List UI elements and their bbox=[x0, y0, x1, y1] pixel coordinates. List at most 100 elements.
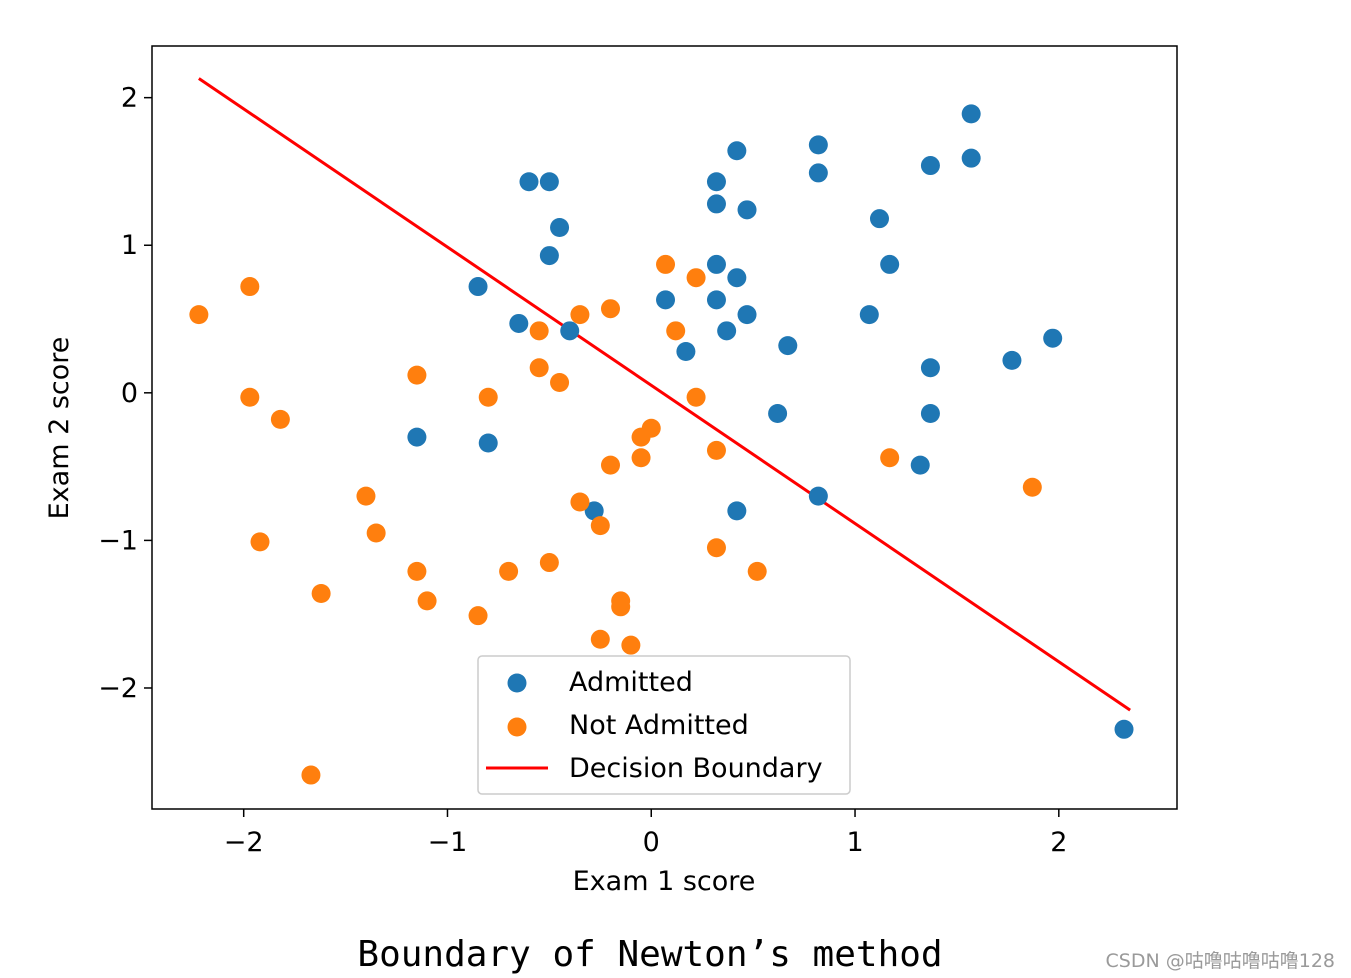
not-admitted-point bbox=[417, 591, 437, 611]
admitted-point bbox=[737, 200, 757, 220]
admitted-point bbox=[1114, 719, 1134, 739]
admitted-point bbox=[584, 501, 604, 521]
admitted-point bbox=[550, 218, 570, 238]
x-tick-label: −2 bbox=[224, 827, 264, 858]
not-admitted-point bbox=[366, 523, 386, 543]
not-admitted-point bbox=[570, 492, 590, 512]
not-admitted-point bbox=[621, 635, 641, 655]
not-admitted-point bbox=[1022, 477, 1042, 497]
not-admitted-point bbox=[570, 305, 590, 325]
admitted-point bbox=[706, 290, 726, 310]
legend-label-decision-boundary: Decision Boundary bbox=[569, 753, 823, 784]
not-admitted-point bbox=[478, 387, 498, 407]
not-admitted-point bbox=[407, 561, 427, 581]
admitted-point bbox=[920, 358, 940, 378]
legend-box bbox=[477, 655, 851, 795]
admitted-point bbox=[676, 341, 696, 361]
admitted-point bbox=[1002, 350, 1022, 370]
admitted-point bbox=[407, 427, 427, 447]
admitted-point bbox=[519, 172, 539, 192]
not-admitted-point bbox=[250, 532, 270, 552]
admitted-point bbox=[808, 135, 828, 155]
admitted-point bbox=[539, 246, 559, 266]
not-admitted-point bbox=[600, 455, 620, 475]
admitted-point bbox=[920, 156, 940, 176]
not-admitted-point bbox=[529, 358, 549, 378]
admitted-point bbox=[560, 321, 580, 341]
admitted-point bbox=[910, 455, 930, 475]
not-admitted-point bbox=[611, 597, 631, 617]
admitted-point bbox=[859, 305, 879, 325]
not-admitted-point bbox=[631, 448, 651, 468]
admitted-point bbox=[706, 254, 726, 274]
not-admitted-point bbox=[270, 409, 290, 429]
not-admitted-point bbox=[590, 629, 610, 649]
not-admitted-point bbox=[301, 765, 321, 785]
admitted-point bbox=[737, 305, 757, 325]
not-admitted-point bbox=[880, 448, 900, 468]
not-admitted-point bbox=[529, 321, 549, 341]
y-axis-label: Exam 2 score bbox=[44, 337, 75, 520]
y-tick-label: 0 bbox=[121, 378, 138, 409]
legend: Admitted Not Admitted Decision Boundary bbox=[477, 655, 851, 795]
x-axis-label: Exam 1 score bbox=[573, 866, 756, 897]
admitted-point bbox=[727, 501, 747, 521]
admitted-point bbox=[768, 403, 788, 423]
admitted-point bbox=[778, 336, 798, 356]
admitted-point bbox=[727, 268, 747, 288]
legend-label-admitted: Admitted bbox=[569, 667, 693, 698]
not-admitted-point bbox=[311, 584, 331, 604]
x-axis: −2 −1 0 1 2 bbox=[224, 809, 1067, 858]
not-admitted-point bbox=[356, 486, 376, 506]
admitted-point bbox=[727, 141, 747, 161]
decision-boundary-line bbox=[198, 77, 1131, 712]
not-admitted-point bbox=[600, 299, 620, 319]
y-axis: −2 −1 0 1 2 bbox=[98, 83, 152, 704]
admitted-point bbox=[961, 148, 981, 168]
admitted-point bbox=[961, 104, 981, 124]
not-admitted-point bbox=[706, 538, 726, 558]
not-admitted-point bbox=[686, 268, 706, 288]
x-tick-label: −1 bbox=[428, 827, 468, 858]
watermark: CSDN @咕噜咕噜咕噜128 bbox=[1105, 950, 1335, 972]
admitted-point bbox=[920, 403, 940, 423]
admitted-point bbox=[478, 433, 498, 453]
not-admitted-point bbox=[539, 553, 559, 573]
y-tick-label: 2 bbox=[121, 83, 138, 114]
legend-marker-not-admitted bbox=[507, 717, 527, 737]
not-admitted-point bbox=[590, 516, 610, 536]
admitted-point bbox=[468, 277, 488, 297]
plot-area bbox=[189, 77, 1134, 785]
not-admitted-point bbox=[686, 387, 706, 407]
not-admitted-point bbox=[706, 440, 726, 460]
admitted-point bbox=[656, 290, 676, 310]
plot-frame bbox=[151, 45, 1178, 810]
x-tick-label: 0 bbox=[643, 827, 660, 858]
admitted-point bbox=[706, 172, 726, 192]
x-tick-label: 2 bbox=[1050, 827, 1067, 858]
admitted-point bbox=[706, 194, 726, 214]
admitted-point bbox=[808, 486, 828, 506]
not-admitted-point bbox=[468, 606, 488, 626]
not-admitted-point bbox=[240, 277, 260, 297]
admitted-point bbox=[880, 254, 900, 274]
not-admitted-point bbox=[189, 305, 209, 325]
not-admitted-point bbox=[240, 387, 260, 407]
y-tick-label: 1 bbox=[121, 230, 138, 261]
not-admitted-point bbox=[407, 365, 427, 385]
legend-marker-admitted bbox=[507, 673, 527, 693]
x-tick-label: 1 bbox=[846, 827, 863, 858]
not-admitted-point bbox=[550, 372, 570, 392]
admitted-point bbox=[509, 313, 529, 333]
admitted-point bbox=[539, 172, 559, 192]
figure-caption: Boundary of Newton’s method bbox=[357, 934, 943, 975]
not-admitted-point bbox=[747, 561, 767, 581]
admitted-point bbox=[869, 209, 889, 229]
not-admitted-point bbox=[656, 254, 676, 274]
legend-label-not-admitted: Not Admitted bbox=[569, 710, 749, 741]
admitted-point bbox=[1043, 328, 1063, 348]
not-admitted-point bbox=[499, 561, 519, 581]
admitted-point bbox=[808, 163, 828, 183]
scatter-chart: −2 −1 0 1 2 −2 −1 0 1 2 Exam 1 score Exam 2 scor… bbox=[44, 45, 1178, 897]
y-tick-label: −2 bbox=[98, 673, 138, 704]
